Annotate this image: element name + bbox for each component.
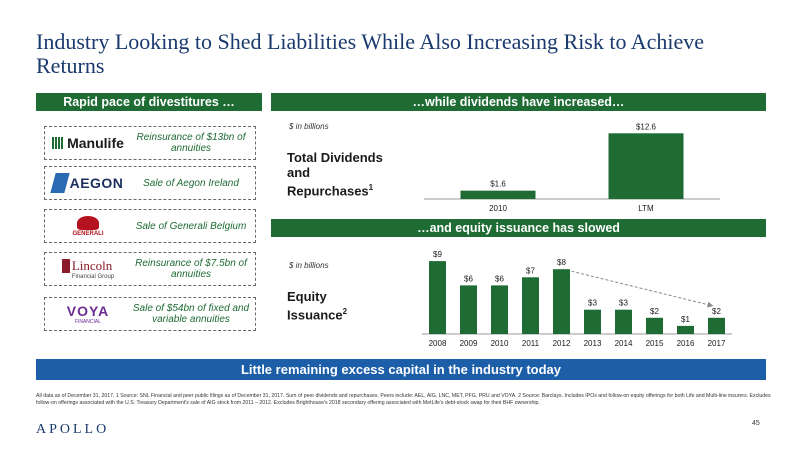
bar [584, 309, 601, 334]
lincoln-logo: Lincoln Financial Group [45, 253, 131, 285]
data-label: $8 [557, 258, 566, 267]
x-tick-label: 2013 [584, 339, 602, 348]
deal-item-generali: GENERALI Sale of Generali Belgium [44, 209, 256, 243]
page-number: 45 [752, 420, 760, 427]
data-label: $3 [588, 299, 597, 308]
footnote: All data as of December 31, 2017. 1 Sour… [36, 393, 771, 406]
equity-header: …and equity issuance has slowed [271, 219, 766, 237]
bar [615, 309, 632, 334]
dividends-header: …while dividends have increased… [271, 93, 766, 111]
data-label: $6 [495, 274, 504, 283]
deal-description: Sale of $54bn of fixed and variable annu… [132, 303, 250, 325]
deal-item-lincoln: Lincoln Financial Group Reinsurance of $… [44, 252, 256, 286]
deal-item-aegon: AEGON Sale of Aegon Ireland [44, 166, 256, 200]
manulife-logo: Manulife [45, 127, 131, 159]
x-tick-label: 2017 [708, 339, 726, 348]
bar [491, 285, 508, 334]
x-tick-label: 2009 [460, 339, 478, 348]
data-label: $2 [712, 307, 721, 316]
deal-description: Reinsurance of $7.5bn of annuities [135, 258, 247, 280]
divestitures-header: Rapid pace of divestitures … [36, 93, 262, 111]
data-label: $1.6 [490, 180, 506, 189]
deal-item-voya: VOYA FINANCIAL Sale of $54bn of fixed an… [44, 297, 256, 331]
data-label: $9 [433, 250, 442, 259]
deal-description: Sale of Aegon Ireland [143, 177, 239, 189]
bar [553, 269, 570, 334]
x-tick-label: LTM [638, 204, 654, 213]
deal-description: Reinsurance of $13bn of annuities [136, 132, 246, 154]
x-tick-label: 2010 [491, 339, 509, 348]
equity-chart-label: Equity Issuance2 [287, 289, 348, 323]
dividends-chart-label: Total Dividends and Repurchases1 [287, 150, 383, 199]
apollo-logo: APOLLO [36, 422, 110, 437]
x-tick-label: 2016 [677, 339, 695, 348]
x-tick-label: 2015 [646, 339, 664, 348]
data-label: $1 [681, 315, 690, 324]
dividends-units: $ in billions [289, 122, 329, 131]
x-tick-label: 2011 [522, 339, 540, 348]
x-tick-label: 2012 [553, 339, 571, 348]
equity-issuance-bar-chart: $9 2008 $6 2009 $6 2010 $7 2011 $8 2012 $3 2013 $3 20… [422, 250, 732, 348]
x-tick-label: 2008 [429, 339, 447, 348]
bar [608, 133, 684, 199]
deal-item-manulife: Manulife Reinsurance of $13bn of annuiti… [44, 126, 256, 160]
trend-arrow [571, 270, 714, 308]
voya-logo: VOYA FINANCIAL [66, 303, 110, 325]
bar [522, 277, 539, 334]
data-label: $2 [650, 307, 659, 316]
bar [460, 190, 536, 199]
generali-logo: GENERALI [45, 210, 131, 242]
bar [677, 325, 694, 334]
dividends-bar-chart: $1.6 2010 $12.6 LTM [424, 122, 720, 213]
page-title: Industry Looking to Shed Liabilities Whi… [36, 29, 705, 78]
equity-units: $ in billions [289, 261, 329, 270]
x-tick-label: 2010 [489, 204, 507, 213]
data-label: $12.6 [636, 122, 657, 131]
data-label: $6 [464, 274, 473, 283]
data-label: $3 [619, 299, 628, 308]
x-tick-label: 2014 [615, 339, 633, 348]
bar [646, 317, 663, 334]
data-label: $7 [526, 266, 535, 275]
bar [708, 317, 725, 334]
deal-description: Sale of Generali Belgium [135, 220, 247, 232]
excess-capital-banner: Little remaining excess capital in the i… [36, 359, 766, 380]
aegon-logo: AEGON [45, 167, 131, 199]
bar [460, 285, 477, 334]
bar [429, 261, 446, 334]
